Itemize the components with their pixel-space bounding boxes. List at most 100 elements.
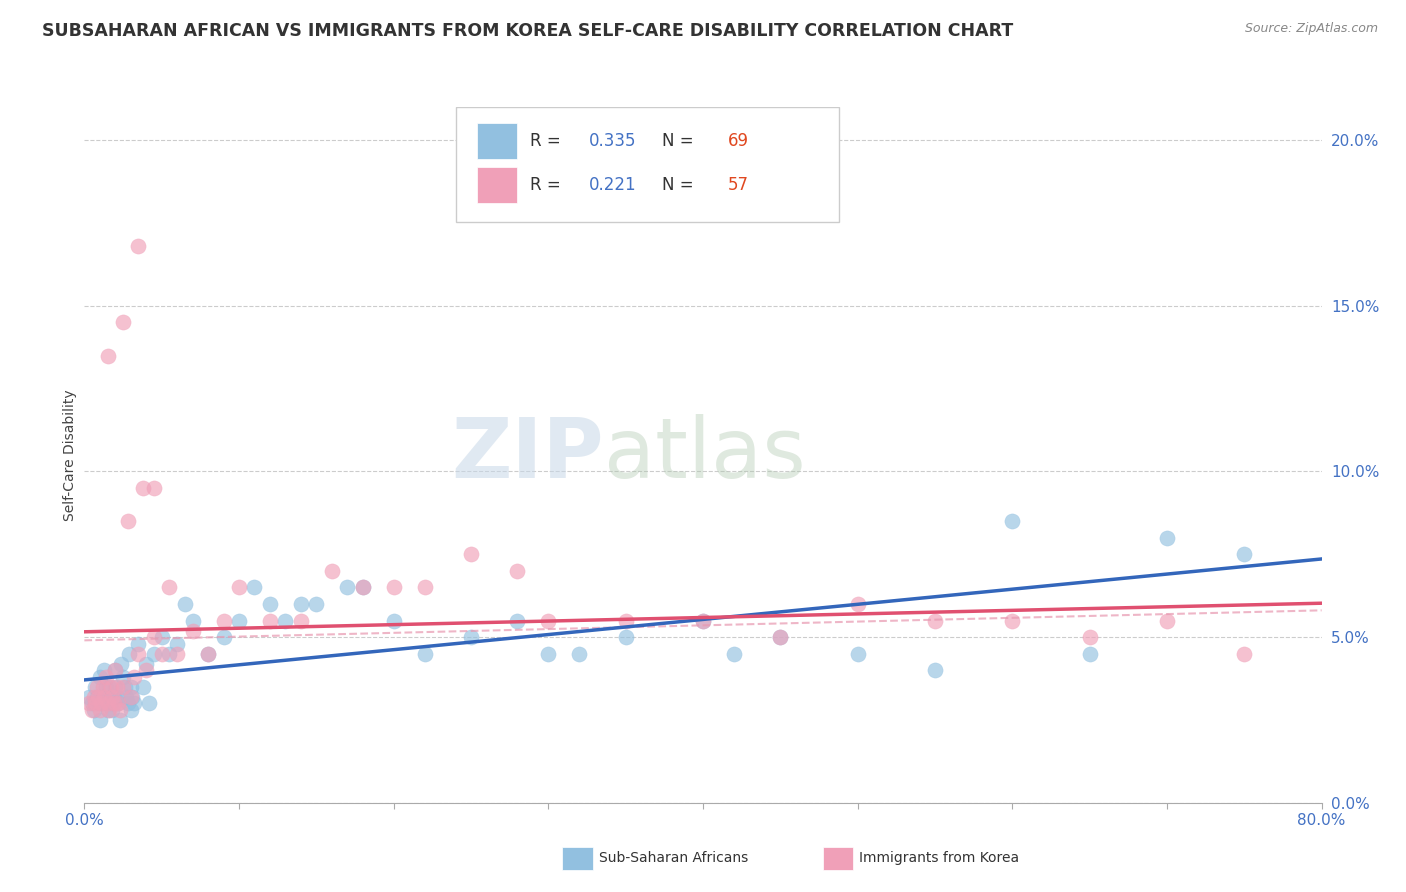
Point	[336, 581, 359, 595]
Point	[197, 647, 219, 661]
Point	[924, 663, 946, 677]
Point	[103, 697, 125, 711]
Point	[259, 614, 281, 628]
Point	[290, 614, 312, 628]
Point	[117, 514, 139, 528]
Point	[91, 697, 114, 711]
Point	[1078, 647, 1101, 661]
Point	[96, 703, 118, 717]
Text: atlas: atlas	[605, 415, 806, 495]
Point	[132, 481, 155, 495]
Point	[143, 630, 166, 644]
Point	[692, 614, 714, 628]
Point	[100, 680, 122, 694]
Point	[90, 690, 112, 704]
Point	[846, 647, 869, 661]
Point	[614, 614, 637, 628]
Point	[82, 697, 104, 711]
Point	[769, 630, 792, 644]
FancyBboxPatch shape	[477, 167, 517, 203]
Point	[212, 630, 235, 644]
Point	[305, 597, 328, 611]
Point	[1001, 614, 1024, 628]
Point	[107, 697, 129, 711]
Point	[98, 703, 121, 717]
Point	[103, 690, 125, 704]
Point	[143, 481, 166, 495]
Point	[117, 697, 139, 711]
Point	[846, 597, 869, 611]
Point	[114, 680, 136, 694]
Point	[100, 697, 122, 711]
Point	[104, 663, 127, 677]
Point	[166, 647, 188, 661]
Point	[112, 315, 135, 329]
Point	[127, 637, 149, 651]
Point	[228, 581, 250, 595]
Point	[101, 690, 124, 704]
Point	[118, 647, 141, 661]
Point	[460, 547, 482, 561]
Point	[87, 690, 110, 704]
Point	[84, 680, 107, 694]
Point	[413, 647, 436, 661]
Point	[537, 647, 560, 661]
Point	[138, 697, 160, 711]
Point	[413, 581, 436, 595]
Point	[77, 697, 100, 711]
Point	[93, 690, 115, 704]
Point	[1001, 514, 1024, 528]
Point	[692, 614, 714, 628]
Point	[127, 239, 149, 253]
Point	[1156, 614, 1178, 628]
Point	[132, 680, 155, 694]
Point	[120, 703, 142, 717]
Text: Immigrants from Korea: Immigrants from Korea	[859, 851, 1019, 865]
Point	[352, 581, 374, 595]
Point	[243, 581, 266, 595]
Point	[382, 614, 405, 628]
Point	[166, 637, 188, 651]
Point	[108, 713, 131, 727]
Y-axis label: Self-Care Disability: Self-Care Disability	[63, 389, 77, 521]
Text: SUBSAHARAN AFRICAN VS IMMIGRANTS FROM KOREA SELF-CARE DISABILITY CORRELATION CHA: SUBSAHARAN AFRICAN VS IMMIGRANTS FROM KO…	[42, 22, 1014, 40]
Point	[121, 690, 143, 704]
Point	[89, 670, 111, 684]
Point	[259, 597, 281, 611]
Point	[83, 703, 105, 717]
Point	[83, 690, 105, 704]
Point	[174, 597, 197, 611]
Point	[460, 630, 482, 644]
Point	[228, 614, 250, 628]
Point	[212, 614, 235, 628]
Point	[120, 680, 142, 694]
Point	[112, 680, 135, 694]
Point	[181, 614, 204, 628]
Text: R =: R =	[530, 176, 565, 194]
Point	[94, 670, 117, 684]
Point	[86, 680, 108, 694]
Point	[197, 647, 219, 661]
Point	[1233, 647, 1256, 661]
Point	[1156, 531, 1178, 545]
Text: 69: 69	[728, 132, 749, 150]
Text: Sub-Saharan Africans: Sub-Saharan Africans	[599, 851, 748, 865]
Text: 0.221: 0.221	[589, 176, 637, 194]
Text: 0.335: 0.335	[589, 132, 637, 150]
Point	[382, 581, 405, 595]
Point	[107, 697, 129, 711]
Point	[120, 690, 142, 704]
Point	[181, 624, 204, 638]
Point	[93, 663, 115, 677]
Point	[143, 647, 166, 661]
Point	[769, 630, 792, 644]
Point	[321, 564, 343, 578]
Point	[352, 581, 374, 595]
Point	[108, 703, 131, 717]
FancyBboxPatch shape	[477, 123, 517, 159]
Point	[86, 690, 108, 704]
Point	[104, 663, 127, 677]
Point	[115, 690, 138, 704]
Point	[96, 697, 118, 711]
Text: R =: R =	[530, 132, 565, 150]
